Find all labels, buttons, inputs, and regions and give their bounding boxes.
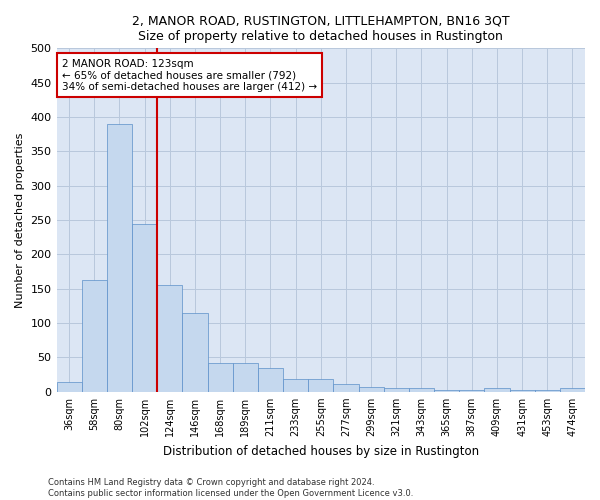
Bar (107, 124, 132, 392)
X-axis label: Distribution of detached houses by size in Rustington: Distribution of detached houses by size … (163, 444, 479, 458)
Bar (258, 368, 283, 392)
Bar (157, 286, 182, 392)
Text: 2 MANOR ROAD: 123sqm
← 65% of detached houses are smaller (792)
34% of semi-deta: 2 MANOR ROAD: 123sqm ← 65% of detached h… (62, 58, 317, 92)
Bar (208, 363, 233, 392)
Bar (132, 224, 157, 392)
Bar (459, 390, 484, 392)
Bar (560, 388, 585, 392)
Y-axis label: Number of detached properties: Number of detached properties (15, 132, 25, 308)
Bar (434, 390, 459, 392)
Bar (359, 387, 383, 392)
Bar (308, 380, 334, 392)
Title: 2, MANOR ROAD, RUSTINGTON, LITTLEHAMPTON, BN16 3QT
Size of property relative to : 2, MANOR ROAD, RUSTINGTON, LITTLEHAMPTON… (132, 15, 509, 43)
Text: Contains HM Land Registry data © Crown copyright and database right 2024.
Contai: Contains HM Land Registry data © Crown c… (48, 478, 413, 498)
Bar (283, 380, 308, 392)
Bar (535, 390, 560, 392)
Bar (509, 390, 535, 392)
Bar (334, 384, 359, 392)
Bar (383, 388, 409, 392)
Bar (409, 388, 434, 392)
Bar (484, 388, 509, 392)
Bar (82, 280, 107, 392)
Bar (56, 382, 82, 392)
Bar (182, 313, 208, 392)
Bar (233, 363, 258, 392)
